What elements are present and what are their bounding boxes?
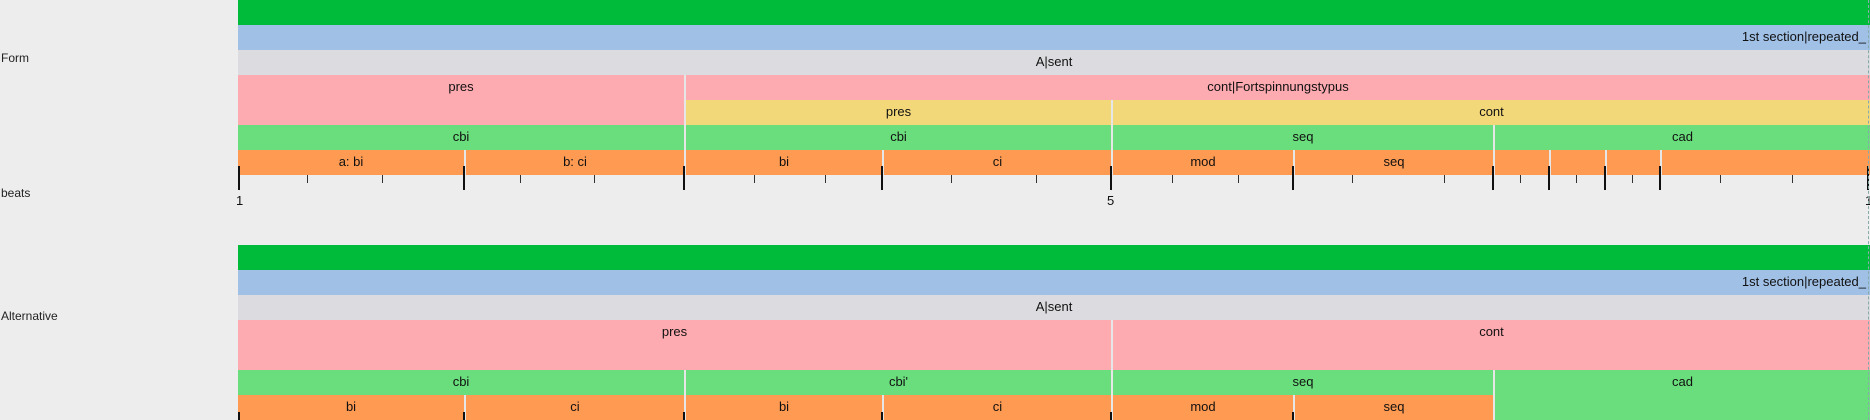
form-idea-b-ci[interactable]: b: ci	[464, 150, 684, 175]
beat-tick-minor	[1444, 175, 1445, 183]
beat-tick-major	[1659, 166, 1661, 190]
alt-boundary-marker	[1292, 412, 1294, 420]
beat-tick-minor	[307, 175, 308, 183]
alt-pres-bar[interactable]: pres	[238, 320, 1111, 370]
alternative-row-label: Alternative	[1, 309, 58, 323]
beat-tick-minor	[1792, 175, 1793, 183]
beat-tick-minor	[951, 175, 952, 183]
beat-tick-minor	[754, 175, 755, 183]
form-idea-ci[interactable]: ci	[882, 150, 1111, 175]
alt-top-bar[interactable]	[238, 245, 1870, 270]
alt-boundary-marker	[463, 412, 465, 420]
beat-tick-major	[881, 166, 883, 190]
beat-tick-minor	[382, 175, 383, 183]
form-pres-bar[interactable]: pres	[238, 75, 684, 125]
beat-number: 5	[1107, 193, 1115, 208]
alt-idea-ci-2[interactable]: ci	[882, 395, 1111, 420]
alt-boundary-marker	[683, 412, 685, 420]
beat-tick-major	[1604, 166, 1606, 190]
form-idea-cad-2[interactable]	[1549, 150, 1605, 175]
alt-a-sent-bar[interactable]: A|sent	[238, 295, 1870, 320]
form-phrase-seq[interactable]: seq	[1111, 125, 1493, 150]
beat-tick-major	[1492, 166, 1494, 190]
form-phrase-cad[interactable]: cad	[1493, 125, 1870, 150]
beat-tick-minor	[1632, 175, 1633, 183]
alt-idea-mod[interactable]: mod	[1111, 395, 1293, 420]
beat-tick-minor	[1036, 175, 1037, 183]
alt-cont-bar[interactable]: cont	[1111, 320, 1870, 370]
form-idea-a-bi[interactable]: a: bi	[238, 150, 464, 175]
timeline-end-line	[1868, 0, 1869, 420]
form-idea-mod[interactable]: mod	[1111, 150, 1293, 175]
form-phrase-cbi-2[interactable]: cbi	[684, 125, 1111, 150]
form-inner-cont-bar[interactable]: cont	[1111, 100, 1870, 125]
alt-idea-seq[interactable]: seq	[1293, 395, 1493, 420]
beat-tick-minor	[594, 175, 595, 183]
beats-row-label: beats	[1, 186, 31, 200]
beat-tick-minor	[1520, 175, 1521, 183]
alt-boundary-marker	[238, 412, 240, 420]
form-inner-pres-bar[interactable]: pres	[684, 100, 1111, 125]
alt-idea-bi-1[interactable]: bi	[238, 395, 464, 420]
alt-phrase-cad[interactable]: cad	[1493, 370, 1870, 420]
form-top-bar[interactable]	[238, 0, 1870, 25]
form-idea-cad-4[interactable]	[1660, 150, 1870, 175]
beat-tick-major	[1292, 166, 1294, 190]
alt-boundary-marker	[1110, 412, 1112, 420]
form-idea-seq[interactable]: seq	[1293, 150, 1493, 175]
beat-tick-minor	[520, 175, 521, 183]
form-idea-cad-3[interactable]	[1605, 150, 1660, 175]
alt-boundary-marker	[881, 412, 883, 420]
beat-tick-minor	[825, 175, 826, 183]
beat-tick-major	[463, 166, 465, 190]
beat-tick-minor	[1576, 175, 1577, 183]
beat-tick-minor	[1238, 175, 1239, 183]
beat-tick-major	[683, 166, 685, 190]
beat-tick-major	[1548, 166, 1550, 190]
beat-tick-minor	[1720, 175, 1721, 183]
beat-tick-minor	[1172, 175, 1173, 183]
alt-phrase-cbi[interactable]: cbi	[238, 370, 684, 395]
beat-number: 1	[236, 193, 244, 208]
beat-tick-minor	[1352, 175, 1353, 183]
form-section-bar[interactable]: 1st section|repeated_	[238, 25, 1870, 50]
form-phrase-cbi-1[interactable]: cbi	[238, 125, 684, 150]
beat-tick-major	[238, 166, 240, 190]
form-a-sent-bar[interactable]: A|sent	[238, 50, 1870, 75]
alt-section-bar[interactable]: 1st section|repeated_	[238, 270, 1870, 295]
form-cont-bar[interactable]: cont|Fortspinnungstypus	[684, 75, 1870, 100]
alt-idea-bi-2[interactable]: bi	[684, 395, 882, 420]
form-idea-bi[interactable]: bi	[684, 150, 882, 175]
form-row-label: Form	[1, 51, 29, 65]
alt-phrase-cbi-prime[interactable]: cbi'	[684, 370, 1111, 395]
form-idea-cad-1[interactable]	[1493, 150, 1549, 175]
beat-number: 1	[1865, 193, 1870, 208]
beat-tick-major	[1110, 166, 1112, 190]
alt-phrase-seq[interactable]: seq	[1111, 370, 1493, 395]
alt-idea-ci-1[interactable]: ci	[464, 395, 684, 420]
